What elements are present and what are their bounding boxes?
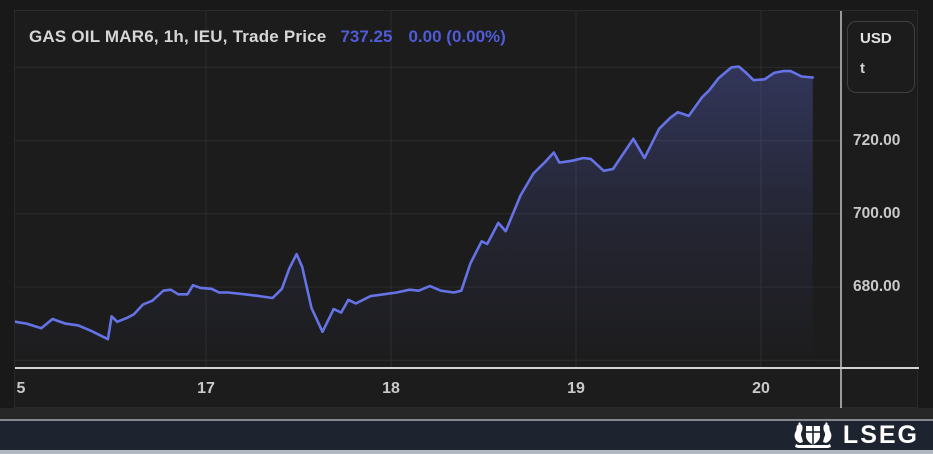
price-chart-panel[interactable]: GAS OIL MAR6, 1h, IEU, Trade Price 737.2… xyxy=(14,10,919,409)
x-tick-label: 5 xyxy=(16,380,26,397)
price-line xyxy=(15,65,815,341)
axis-unit-box[interactable]: USD t xyxy=(847,21,915,93)
lseg-brand: LSEG xyxy=(792,422,919,449)
x-tick-label: 19 xyxy=(567,380,585,397)
footer-bar: LSEG xyxy=(0,421,933,450)
y-tick-label: 680.00 xyxy=(853,278,901,295)
bottom-strip xyxy=(0,450,933,454)
panel-bottom-margin xyxy=(0,408,933,419)
chart-header: GAS OIL MAR6, 1h, IEU, Trade Price 737.2… xyxy=(29,27,506,47)
y-tick-label: 720.00 xyxy=(853,131,901,149)
footer-divider xyxy=(0,419,933,421)
x-tick-label: 17 xyxy=(197,380,215,397)
chart-title: GAS OIL MAR6, 1h, IEU, Trade Price xyxy=(29,27,327,46)
x-tick-label: 20 xyxy=(752,380,770,397)
currency-label: USD xyxy=(860,30,892,47)
price-area-fill xyxy=(15,66,813,368)
unit-label: t xyxy=(860,60,865,77)
y-tick-label: 700.00 xyxy=(853,204,901,222)
lseg-wordmark: LSEG xyxy=(842,421,919,449)
price-change: 0.00 (0.00%) xyxy=(408,27,506,46)
last-price: 737.25 xyxy=(340,27,393,46)
x-tick-label: 18 xyxy=(382,380,400,397)
price-chart-plot[interactable] xyxy=(15,11,919,409)
lseg-crest-icon xyxy=(794,422,832,448)
